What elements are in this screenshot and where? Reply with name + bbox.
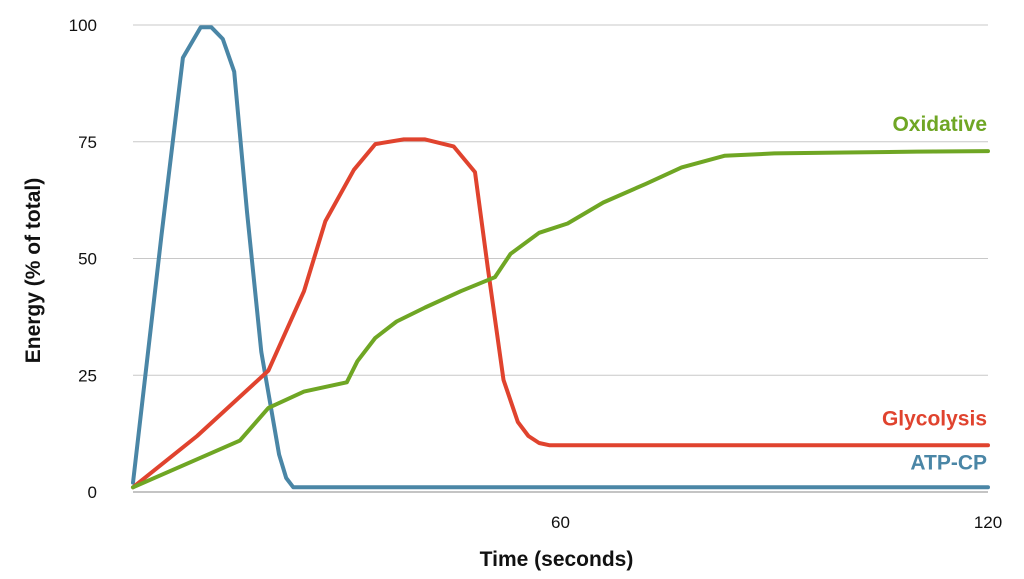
x-tick-label: 60 xyxy=(551,513,570,532)
y-tick-label: 100 xyxy=(69,16,97,35)
series-label-atp-cp: ATP-CP xyxy=(910,451,987,474)
series-lines xyxy=(131,25,990,490)
series-line-atp-cp xyxy=(131,25,990,490)
series-label-oxidative: Oxidative xyxy=(892,113,987,136)
y-tick-label: 25 xyxy=(78,366,97,385)
series-label-glycolysis: Glycolysis xyxy=(882,407,987,430)
axes: 0 25 50 75 100 60 120 Time (seconds) Energy (% o… xyxy=(22,16,1002,571)
y-axis-title: Energy (% of total) xyxy=(22,178,45,364)
y-tick-label: 50 xyxy=(78,250,97,269)
y-tick-label: 75 xyxy=(78,133,97,152)
labels: ATP-CP Glycolysis Oxidative xyxy=(882,113,987,474)
x-axis-title: Time (seconds) xyxy=(480,548,634,571)
series-line-oxidative xyxy=(131,149,990,490)
y-tick-label: 0 xyxy=(88,483,97,502)
series-line-glycolysis xyxy=(131,137,990,490)
grid-lines xyxy=(133,24,988,376)
x-tick-label: 120 xyxy=(974,513,1002,532)
